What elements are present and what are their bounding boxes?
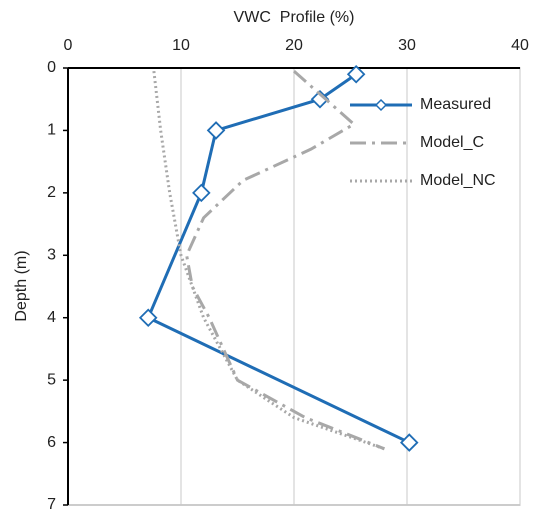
marker (192, 183, 211, 203)
legend-label: Model_C (420, 134, 484, 151)
y-tick-label: 1 (47, 122, 56, 139)
x-tick-label: 20 (285, 37, 303, 54)
y-tick-label: 3 (47, 247, 56, 264)
series-line (146, 73, 410, 444)
chart-title: VWC Profile (%) (234, 9, 355, 26)
legend-label: Measured (420, 96, 491, 113)
series-line (152, 70, 385, 451)
marker (138, 308, 158, 327)
y-tick-label: 0 (47, 59, 56, 76)
y-axis-label: Depth (m) (13, 250, 30, 321)
y-tick-label: 7 (47, 496, 56, 510)
marker (346, 64, 366, 84)
x-tick-label: 40 (511, 37, 529, 54)
marker (206, 121, 226, 140)
legend-label: Model_NC (420, 172, 496, 189)
y-tick-label: 6 (47, 434, 56, 451)
marker (310, 89, 330, 109)
marker (399, 433, 419, 452)
legend-marker (374, 98, 388, 112)
y-tick-label: 5 (47, 371, 56, 388)
x-tick-label: 10 (172, 37, 190, 54)
y-tick-label: 2 (47, 184, 56, 201)
x-tick-label: 0 (64, 37, 73, 54)
x-tick-label: 30 (398, 37, 416, 54)
y-tick-label: 4 (47, 309, 56, 326)
